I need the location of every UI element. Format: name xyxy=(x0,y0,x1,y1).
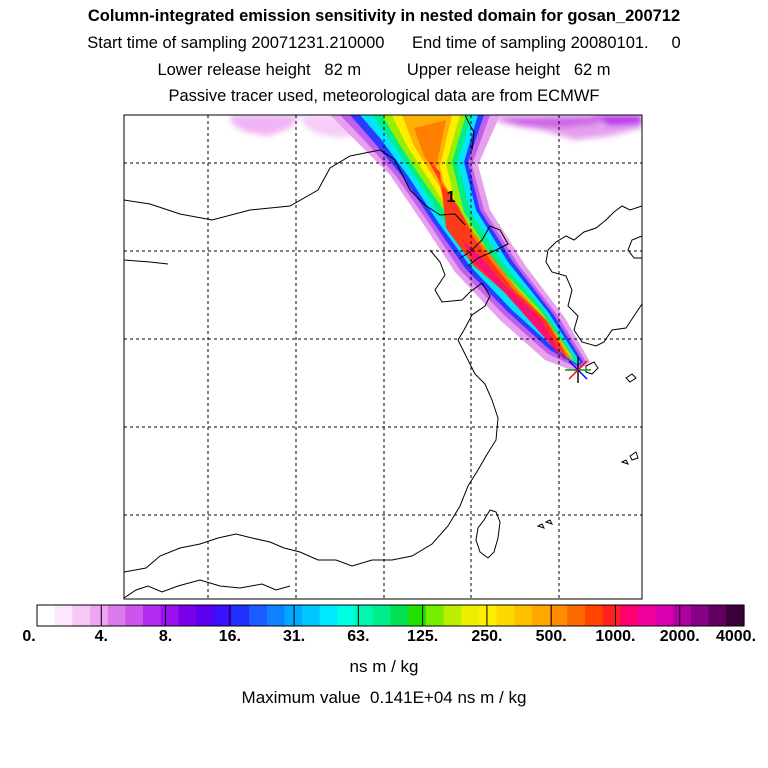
coastlines-borders xyxy=(124,115,642,599)
colorbar-cell xyxy=(90,605,109,626)
plot-title: Column-integrated emission sensitivity i… xyxy=(87,7,681,25)
release-height-line: Lower release height 82 m Upper release … xyxy=(157,61,611,79)
colorbar-cell xyxy=(284,605,303,626)
colorbar-tick-label: 2000. xyxy=(659,628,700,645)
colorbar-cell xyxy=(390,605,409,626)
colorbar-cell xyxy=(673,605,692,626)
colorbar-tick-label: 500. xyxy=(535,628,567,645)
colorbar-tick-label: 0. xyxy=(22,628,36,645)
colorbar-tick-label: 4. xyxy=(94,628,108,645)
colorbar-cell xyxy=(160,605,180,626)
colorbar-cell xyxy=(726,605,745,626)
colorbar-cell xyxy=(584,605,604,626)
colorbar-cell xyxy=(143,605,162,626)
map-frame xyxy=(123,114,643,600)
colorbar-cell xyxy=(425,605,445,626)
colorbar-cell xyxy=(408,605,427,626)
colorbar-cell xyxy=(708,605,727,626)
colorbar-cell xyxy=(355,605,374,626)
colorbar-cell xyxy=(655,605,674,626)
colorbar-cell xyxy=(54,605,73,626)
colorbar-cell xyxy=(478,605,498,626)
colorbar-tick-label: 250. xyxy=(471,628,503,645)
colorbar-cell xyxy=(37,605,56,626)
colorbar-cell xyxy=(496,605,515,626)
colorbar-cell xyxy=(637,605,657,626)
colorbar-cell xyxy=(266,605,286,626)
colorbar-cell xyxy=(602,605,621,626)
colorbar-cell xyxy=(319,605,339,626)
colorbar-cell xyxy=(302,605,321,626)
colorbar-cell xyxy=(549,605,568,626)
colorbar-cell xyxy=(337,605,356,626)
colorbar-cell xyxy=(196,605,215,626)
lat-lon-grid xyxy=(124,115,642,599)
colorbar-tick-label: 63. xyxy=(347,628,370,645)
colorbar-tick-label: 4000. xyxy=(715,628,757,645)
colorbar-cell xyxy=(231,605,250,626)
colorbar-cell xyxy=(514,605,533,626)
colorbar-tick-label: 8. xyxy=(158,628,173,645)
colorbar-tick-label: 125. xyxy=(407,628,439,645)
colorbar-cell xyxy=(461,605,480,626)
colorbar-cell xyxy=(107,605,126,626)
colorbar-cell xyxy=(531,605,551,626)
colorbar-cell xyxy=(213,605,233,626)
colorbar-units: ns m / kg xyxy=(349,657,419,676)
sampling-time-line: Start time of sampling 20071231.210000 E… xyxy=(87,34,681,52)
colorbar-tick-label: 31. xyxy=(282,628,306,645)
colorbar-cell xyxy=(249,605,268,626)
maximum-value-text: Maximum value 0.141E+04 ns m / kg xyxy=(241,688,527,707)
colorbar-cell xyxy=(72,605,91,626)
tracer-info-line: Passive tracer used, meteorological data… xyxy=(168,87,600,105)
sensitivity-plume xyxy=(330,115,590,372)
receptor-asterisk-marker xyxy=(565,357,591,383)
colorbar-cell xyxy=(372,605,392,626)
colorbar-cell xyxy=(443,605,462,626)
colorbar-cell xyxy=(567,605,586,626)
colorbar-tick-label: 1000. xyxy=(595,628,636,645)
colorbar-cell xyxy=(690,605,710,626)
colorbar-cell xyxy=(178,605,197,626)
colorbar-cell xyxy=(125,605,144,626)
colorbar-cell xyxy=(620,605,639,626)
plume-age-label: 1 xyxy=(447,189,456,206)
colorbar-tick-label: 16. xyxy=(218,628,241,645)
